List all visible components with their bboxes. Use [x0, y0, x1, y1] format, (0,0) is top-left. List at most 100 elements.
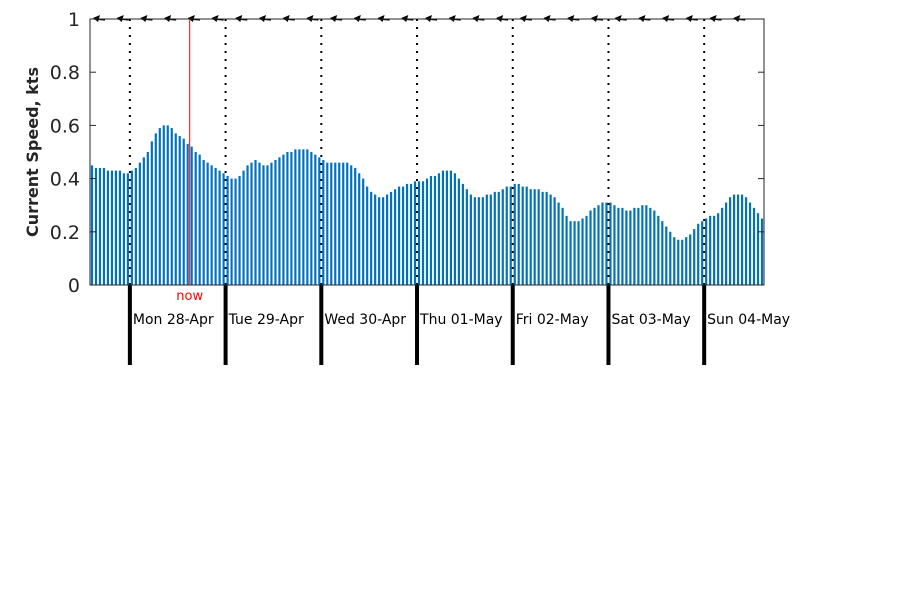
bar — [701, 221, 704, 285]
bar — [409, 183, 413, 285]
day-label: Wed 30-Apr — [324, 312, 406, 328]
bar — [270, 162, 273, 285]
bar — [629, 210, 632, 285]
bar — [126, 173, 129, 285]
bar — [234, 178, 237, 285]
bar — [194, 152, 197, 285]
bar — [657, 215, 660, 285]
bar — [370, 191, 373, 285]
bar — [266, 165, 269, 285]
bar — [577, 221, 580, 285]
bar — [150, 141, 153, 285]
bar — [254, 159, 257, 285]
bar — [541, 191, 544, 285]
bar — [673, 237, 676, 285]
bar — [374, 194, 377, 285]
bar — [752, 207, 756, 285]
bar — [477, 197, 480, 285]
bar — [601, 202, 604, 285]
bar — [729, 197, 732, 285]
bar — [190, 146, 193, 285]
bar — [461, 183, 464, 285]
bar — [222, 173, 225, 285]
bar — [665, 226, 668, 285]
bar — [346, 162, 349, 285]
bar — [238, 175, 241, 285]
bar — [605, 202, 608, 285]
bar — [278, 157, 281, 285]
y-tick-label: 0.6 — [50, 115, 80, 137]
bar — [401, 186, 405, 285]
bar — [669, 231, 672, 285]
bar — [310, 152, 313, 285]
now-label: now — [176, 289, 203, 304]
bar — [166, 125, 169, 286]
bar — [206, 162, 209, 285]
bar — [102, 167, 106, 285]
bar — [473, 197, 476, 285]
bar — [138, 162, 141, 285]
bar — [394, 189, 397, 285]
bar — [645, 205, 648, 285]
y-axis-label: Current Speed, kts — [23, 67, 42, 237]
bar — [226, 175, 229, 285]
bar — [529, 189, 532, 285]
bar — [282, 154, 285, 285]
bar — [122, 173, 125, 285]
bar — [689, 234, 692, 285]
bar — [493, 191, 496, 285]
bar — [637, 207, 640, 285]
bar — [597, 205, 600, 285]
bar — [214, 167, 217, 285]
bar — [525, 186, 528, 285]
y-tick-label: 0.2 — [50, 222, 80, 244]
bar — [744, 197, 748, 285]
bar — [354, 167, 357, 285]
bar — [130, 170, 133, 285]
bar — [378, 197, 381, 285]
y-tick-label: 0.8 — [50, 62, 80, 84]
bar — [685, 237, 688, 285]
bar — [90, 165, 94, 285]
day-labels: Mon 28-Apr Tue 29-Apr Wed 30-Apr Thu 01-May… — [133, 312, 790, 328]
bar — [521, 186, 524, 285]
bar — [485, 194, 488, 285]
bar — [198, 154, 201, 285]
y-tick-label: 0.4 — [50, 169, 80, 191]
bar — [449, 170, 453, 285]
bar — [429, 175, 433, 285]
bar — [230, 178, 233, 285]
bar — [481, 197, 484, 285]
bar — [585, 215, 588, 285]
bar — [445, 170, 449, 285]
bar — [740, 194, 744, 285]
bar — [262, 165, 265, 285]
bar — [146, 152, 149, 285]
bar — [338, 162, 341, 285]
plot-frame — [89, 18, 765, 286]
bar — [106, 170, 110, 285]
y-axis: 0 0.2 0.4 0.6 0.8 1 — [50, 9, 764, 297]
bar — [561, 207, 564, 285]
day-label: Tue 29-Apr — [228, 312, 304, 328]
bar — [457, 178, 460, 285]
bar — [633, 207, 636, 285]
bar — [748, 202, 752, 285]
bar — [697, 223, 700, 285]
bar — [593, 207, 596, 285]
bar — [294, 149, 297, 285]
bar — [517, 183, 520, 285]
day-label: Thu 01-May — [419, 312, 503, 328]
bar — [314, 154, 317, 285]
bar — [218, 170, 221, 285]
bar — [330, 162, 333, 285]
bar — [589, 210, 592, 285]
bar — [609, 202, 612, 285]
bar — [318, 157, 321, 285]
bar — [437, 173, 441, 285]
bar — [302, 149, 305, 285]
bar — [405, 183, 409, 285]
bar — [621, 207, 624, 285]
bar — [625, 210, 628, 285]
